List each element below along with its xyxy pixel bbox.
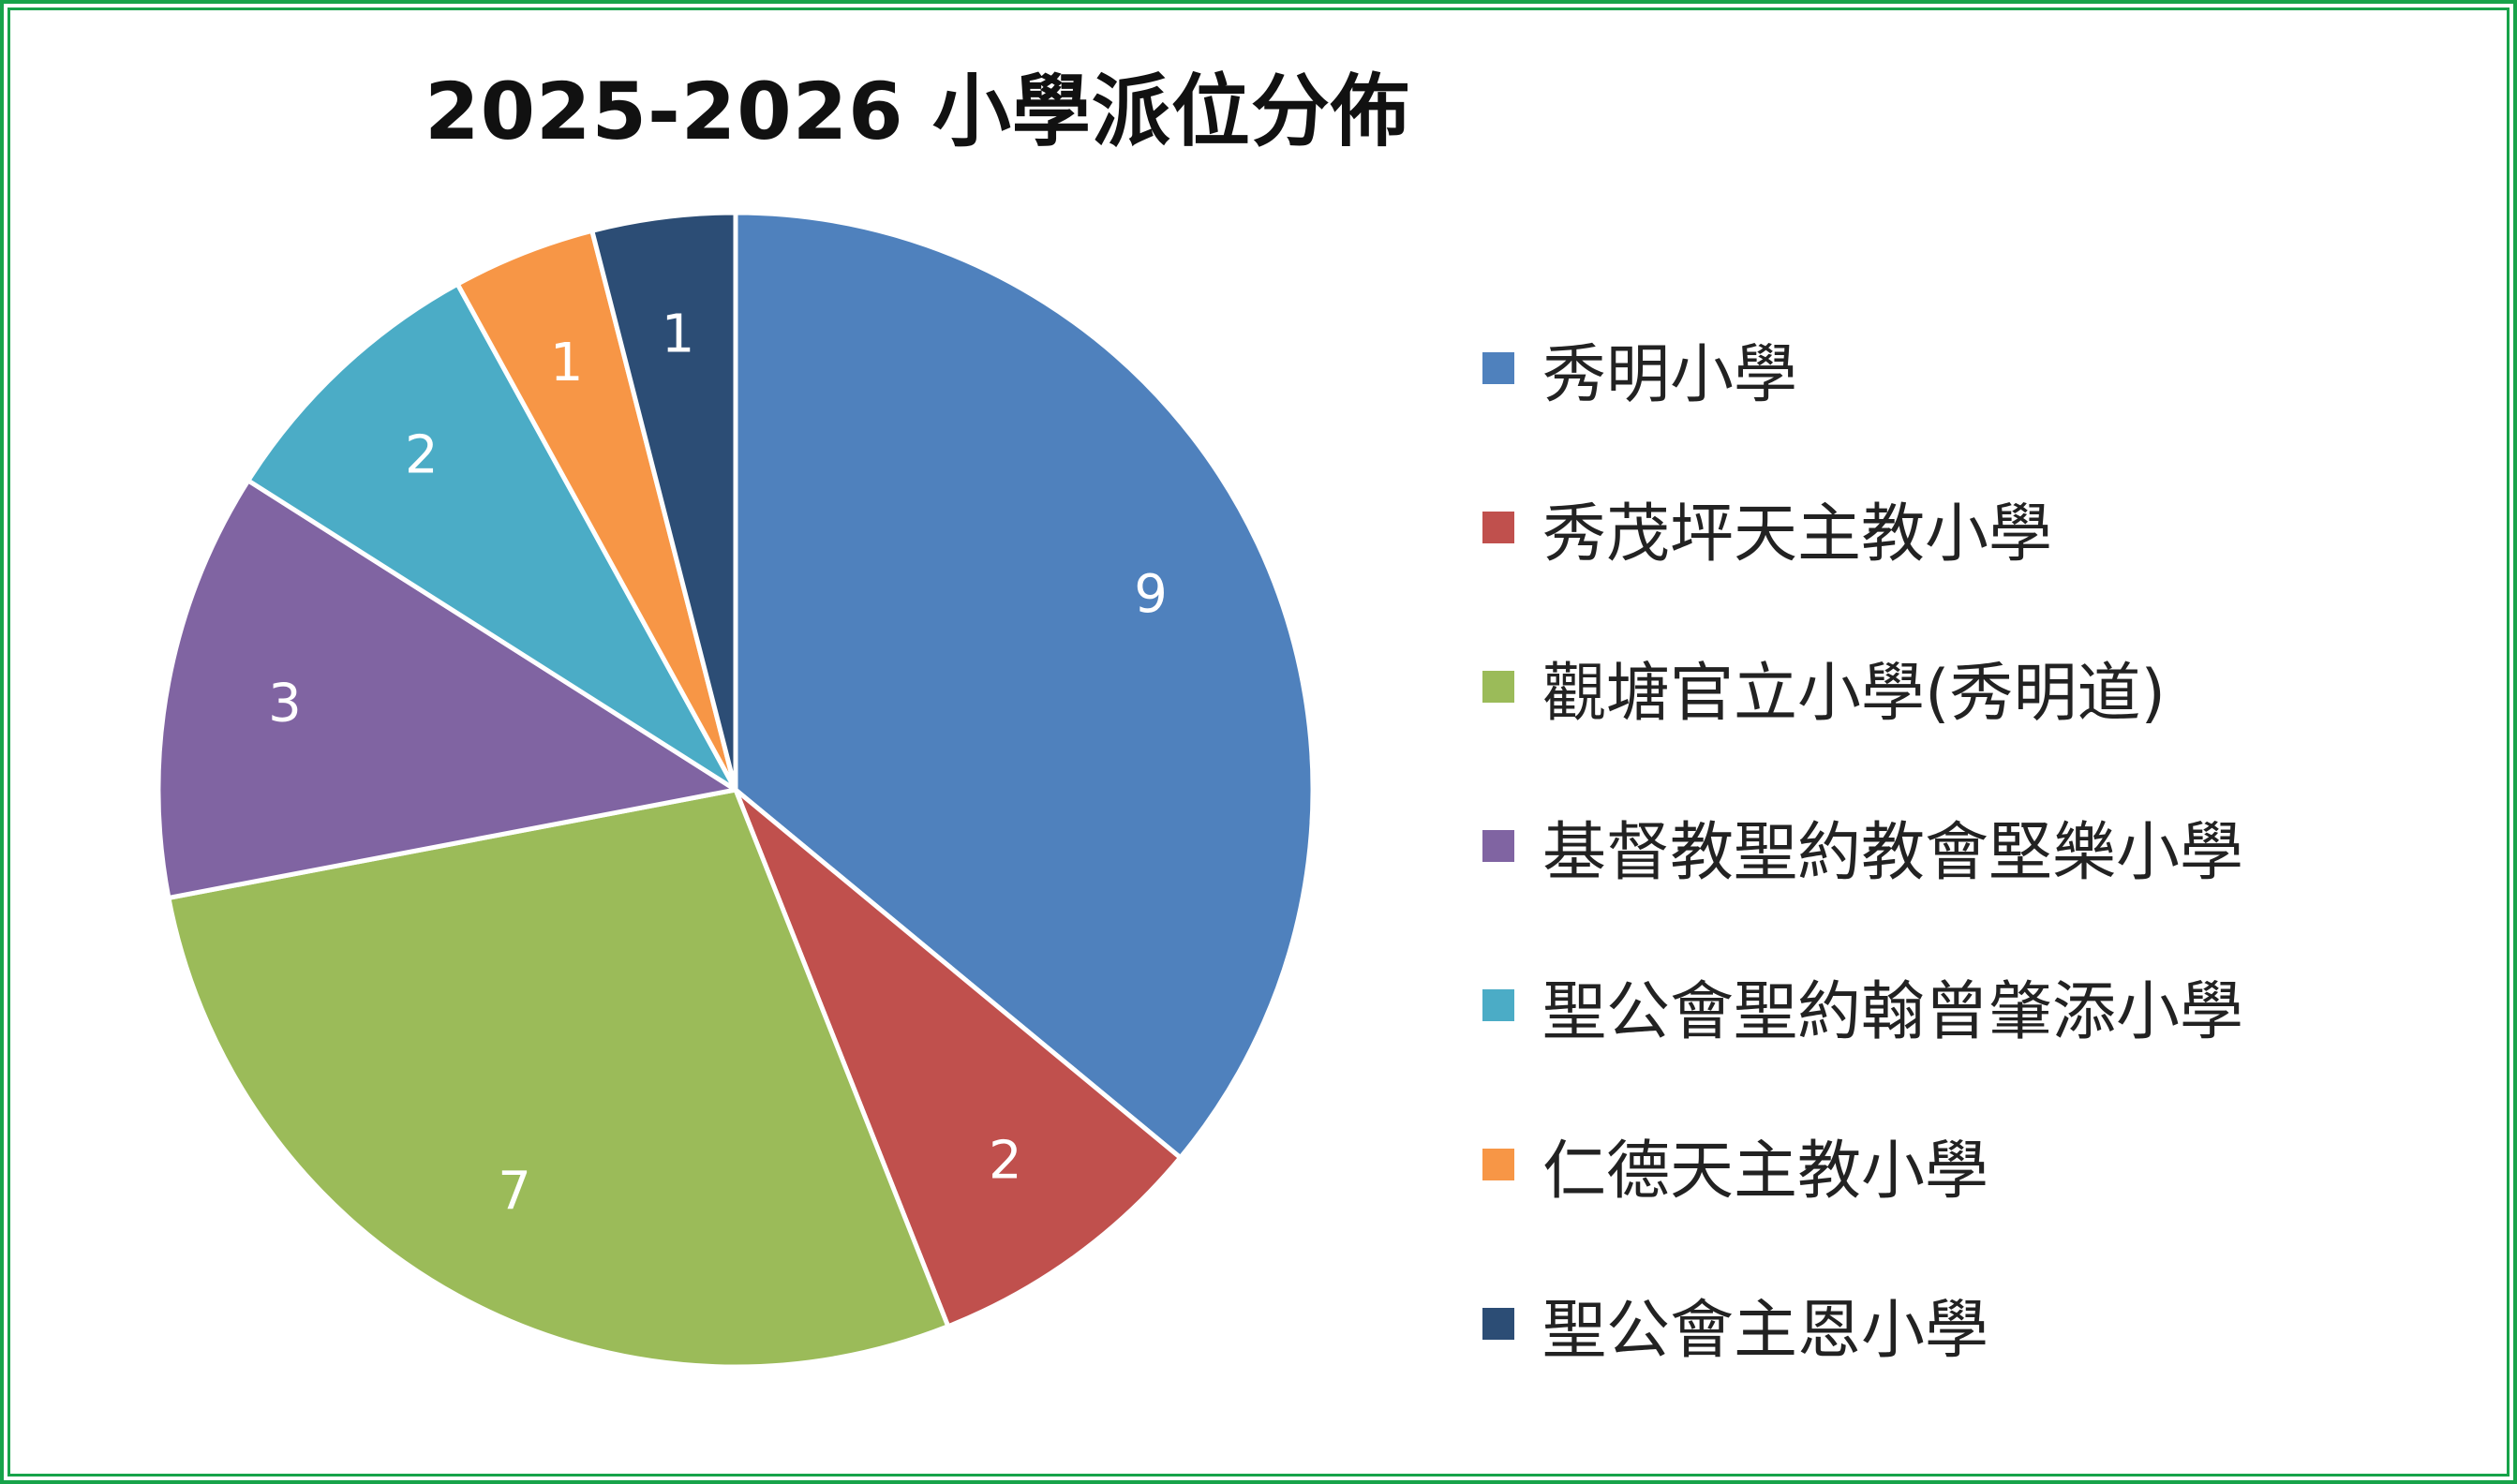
legend-label-2: 秀茂坪天主教小學 xyxy=(1542,497,2053,571)
data-label-6: 1 xyxy=(550,333,584,393)
legend-swatch-2 xyxy=(1482,512,1514,543)
legend-swatch-5 xyxy=(1482,989,1514,1021)
legend-item-7: 聖公會主恩小學 xyxy=(1482,1244,2243,1403)
data-label-4: 3 xyxy=(268,674,302,735)
data-label-2: 2 xyxy=(989,1131,1022,1192)
legend-label-3: 觀塘官立小學(秀明道) xyxy=(1542,656,2167,731)
legend-swatch-4 xyxy=(1482,830,1514,862)
legend-item-6: 仁德天主教小學 xyxy=(1482,1085,2243,1244)
data-label-3: 7 xyxy=(498,1162,531,1223)
legend-swatch-7 xyxy=(1482,1308,1514,1340)
legend-swatch-1 xyxy=(1482,352,1514,384)
legend-swatch-6 xyxy=(1482,1149,1514,1180)
pie-slice-4 xyxy=(156,478,738,900)
pie-slice-7 xyxy=(589,210,738,793)
legend-item-5: 聖公會聖約翰曾肇添小學 xyxy=(1482,926,2243,1085)
chart-title: 2025-2026 小學派位分佈 xyxy=(424,66,1410,157)
data-label-5: 2 xyxy=(405,425,439,486)
chart-frame-inner xyxy=(7,7,2510,1477)
data-label-1: 9 xyxy=(1134,564,1168,625)
pie-slice-2 xyxy=(733,787,1184,1329)
legend-item-1: 秀明小學 xyxy=(1482,289,2243,448)
legend-label-4: 基督教聖約教會堅樂小學 xyxy=(1542,815,2244,890)
legend-label-7: 聖公會主恩小學 xyxy=(1542,1293,1989,1368)
legend-swatch-3 xyxy=(1482,671,1514,703)
legend-label-5: 聖公會聖約翰曾肇添小學 xyxy=(1542,974,2244,1049)
legend-item-4: 基督教聖約教會堅樂小學 xyxy=(1482,766,2243,926)
data-label-7: 1 xyxy=(662,304,695,365)
legend-label-1: 秀明小學 xyxy=(1542,337,1798,412)
legend: 秀明小學秀茂坪天主教小學觀塘官立小學(秀明道) 基督教聖約教會堅樂小學 聖公會聖約翰… xyxy=(1482,289,2243,1403)
pie-slice-5 xyxy=(246,281,738,793)
legend-item-2: 秀茂坪天主教小學 xyxy=(1482,448,2243,607)
pie-slice-1 xyxy=(733,210,1316,1161)
legend-item-3: 觀塘官立小學(秀明道) xyxy=(1482,607,2243,766)
legend-label-6: 仁德天主教小學 xyxy=(1542,1134,1989,1209)
pie-slice-3 xyxy=(166,787,951,1370)
